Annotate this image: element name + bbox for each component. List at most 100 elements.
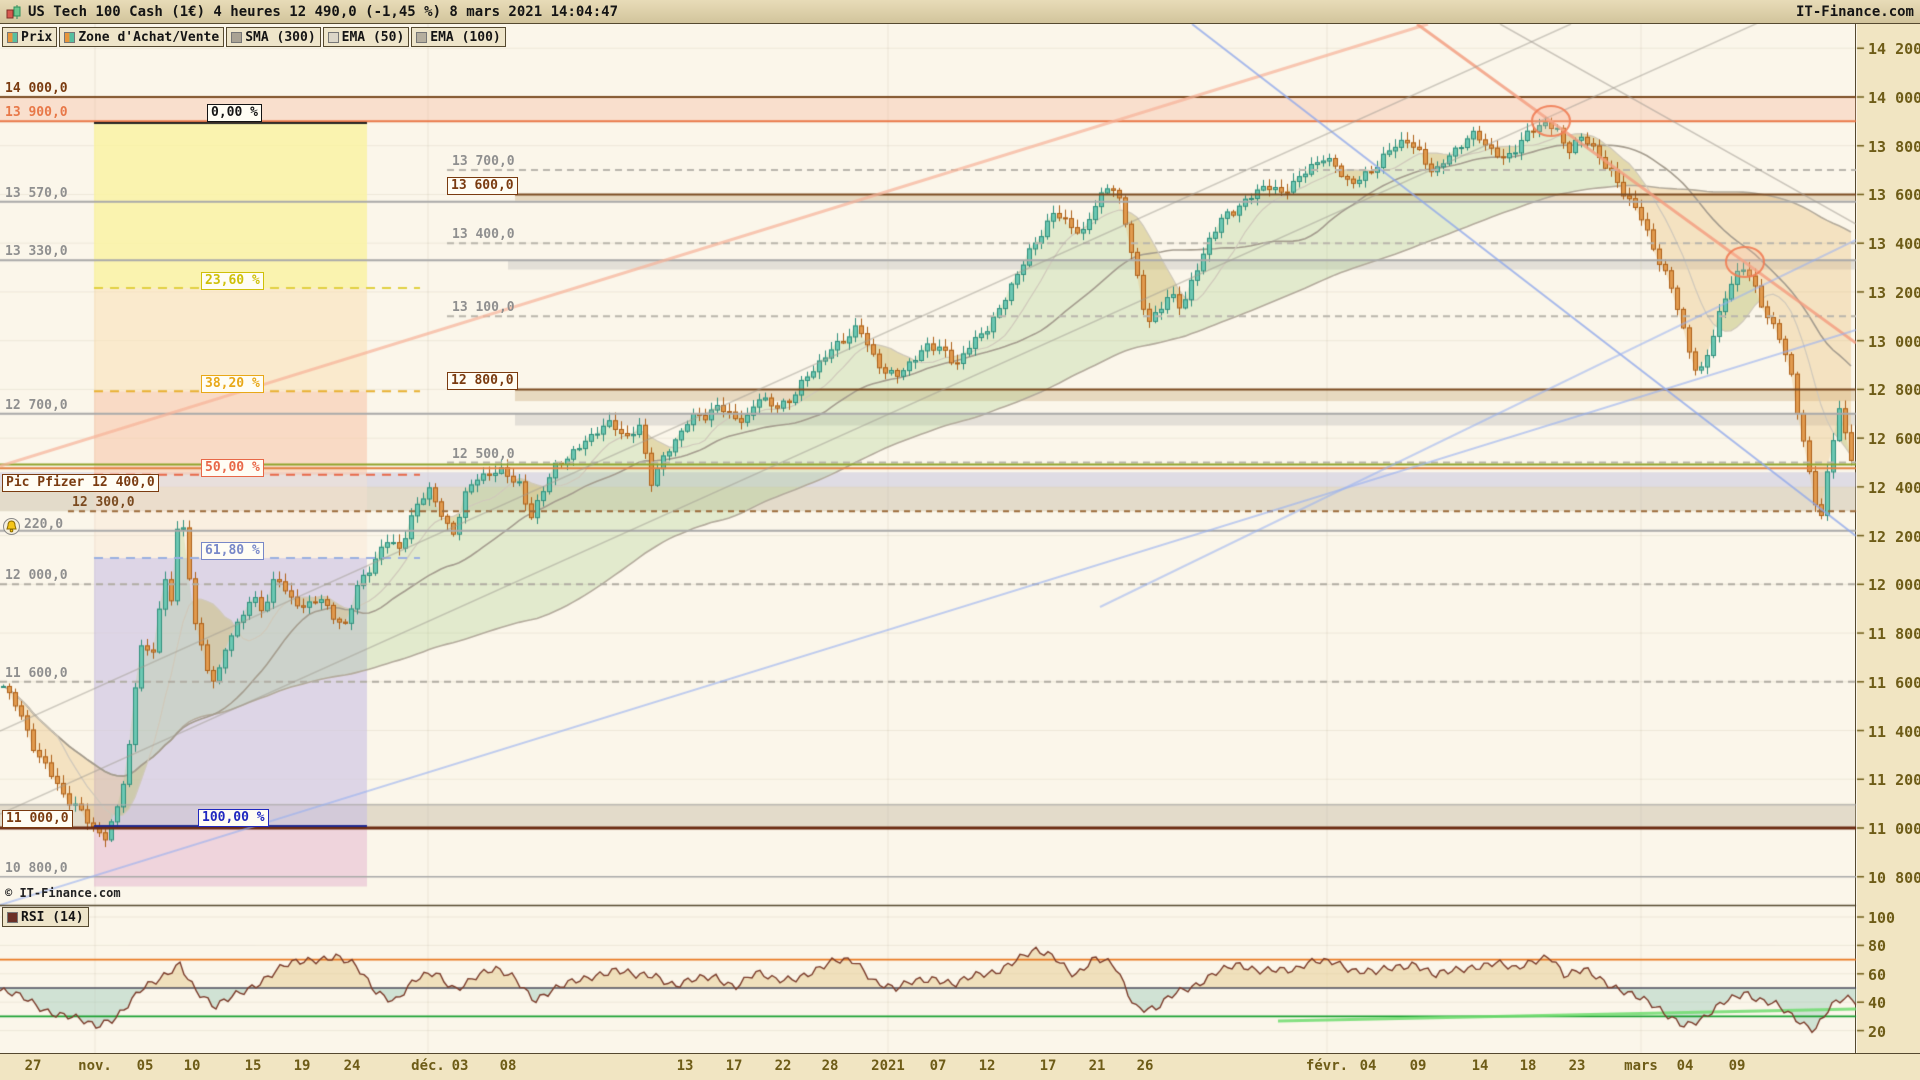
fib-label-0[interactable]: 0,00 % <box>207 104 262 122</box>
mid-label-13700[interactable]: 13 700,0 <box>452 154 515 169</box>
title-bar: US Tech 100 Cash (1€) 4 heures 12 490,0 … <box>0 0 1920 24</box>
mid-label-13600[interactable]: 13 600,0 <box>447 177 518 195</box>
y-axis-label-13600: 13 600 <box>1868 186 1920 204</box>
y-axis-label-14000: 14 000 <box>1868 89 1920 107</box>
x-axis-label-26: mars <box>1624 1058 1658 1074</box>
legend-label: SMA (300) <box>245 29 316 45</box>
y-axis-label-13400: 13 400 <box>1868 235 1920 253</box>
legend-label: EMA (100) <box>430 29 501 45</box>
x-axis-label-27: 04 <box>1676 1058 1694 1074</box>
alert-bell-icon[interactable] <box>3 518 20 535</box>
mid-label-13100[interactable]: 13 100,0 <box>452 300 515 315</box>
x-axis-label-3: 10 <box>183 1058 201 1074</box>
y-axis-label-11000: 11 000 <box>1868 820 1920 838</box>
copyright-text: © IT-Finance.com <box>5 886 121 900</box>
sma-line-icon <box>231 31 243 43</box>
price-label-12700: 12 700,0 <box>5 398 68 413</box>
legend-chip-ema-50[interactable]: EMA (50) <box>322 27 410 47</box>
support-label-11000[interactable]: 11 000,0 <box>2 810 73 828</box>
x-axis-label-16: 12 <box>978 1058 996 1074</box>
legend-chip-rsi[interactable]: RSI (14) <box>2 907 89 927</box>
y-axis-label-13200: 13 200 <box>1868 284 1920 302</box>
y-axis-label-11400: 11 400 <box>1868 723 1920 741</box>
y-axis-label-12200: 12 200 <box>1868 528 1920 546</box>
fib-label-50[interactable]: 50,00 % <box>201 459 264 477</box>
indicator-legend: Prix Zone d'Achat/Vente SMA (300) EMA (5… <box>2 27 506 47</box>
time-axis-panel[interactable] <box>0 1053 1920 1080</box>
x-axis-label-17: 17 <box>1039 1058 1057 1074</box>
x-axis-label-14: 2021 <box>871 1058 905 1074</box>
fib-label-100[interactable]: 100,00 % <box>198 809 269 827</box>
buy-sell-zone-icon <box>64 31 76 43</box>
chart-title: US Tech 100 Cash (1€) 4 heures 12 490,0 … <box>28 3 619 20</box>
x-axis-label-10: 13 <box>676 1058 694 1074</box>
price-label-12000: 12 000,0 <box>5 568 68 583</box>
y-axis-label-10800: 10 800 <box>1868 869 1920 887</box>
price-label-11600: 11 600,0 <box>5 666 68 681</box>
x-axis-label-25: 23 <box>1568 1058 1586 1074</box>
rsi-axis-label-80: 80 <box>1868 937 1887 955</box>
alert-price-label[interactable]: 220,0 <box>24 517 64 532</box>
legend-label: Zone d'Achat/Vente <box>78 29 220 45</box>
y-axis-label-12600: 12 600 <box>1868 430 1920 448</box>
x-axis-label-12: 22 <box>774 1058 792 1074</box>
price-label-10800: 10 800,0 <box>5 861 68 876</box>
ema50-line-icon <box>327 31 339 43</box>
x-axis-label-24: 18 <box>1519 1058 1537 1074</box>
x-axis-label-23: 14 <box>1471 1058 1489 1074</box>
legend-chip-prix[interactable]: Prix <box>2 27 58 47</box>
x-axis-label-0: 27 <box>24 1058 42 1074</box>
x-axis-label-18: 21 <box>1088 1058 1106 1074</box>
price-label-12300[interactable]: 12 300,0 <box>72 495 135 510</box>
rsi-axis-label-20: 20 <box>1868 1023 1887 1041</box>
x-axis-label-1: nov. <box>78 1058 112 1074</box>
legend-chip-ema-100[interactable]: EMA (100) <box>411 27 506 47</box>
fib-label-236[interactable]: 23,60 % <box>201 272 264 290</box>
y-axis-label-12000: 12 000 <box>1868 576 1920 594</box>
y-axis-label-13000: 13 000 <box>1868 333 1920 351</box>
y-axis-label-11800: 11 800 <box>1868 625 1920 643</box>
y-axis-label-12800: 12 800 <box>1868 381 1920 399</box>
x-axis-label-13: 28 <box>821 1058 839 1074</box>
y-axis-label-13800: 13 800 <box>1868 138 1920 156</box>
legend-label: RSI (14) <box>21 909 84 925</box>
rsi-axis-label-60: 60 <box>1868 966 1887 984</box>
mid-label-12800[interactable]: 12 800,0 <box>447 372 518 390</box>
x-axis-label-2: 05 <box>136 1058 154 1074</box>
fib-label-382[interactable]: 38,20 % <box>201 375 264 393</box>
x-axis-label-22: 09 <box>1409 1058 1427 1074</box>
legend-chip-sma-300[interactable]: SMA (300) <box>226 27 321 47</box>
fib-label-618[interactable]: 61,80 % <box>201 542 264 560</box>
x-axis-label-6: 24 <box>343 1058 361 1074</box>
x-axis-label-11: 17 <box>725 1058 743 1074</box>
x-axis-label-19: 26 <box>1136 1058 1154 1074</box>
instrument-candle-icon <box>6 4 21 19</box>
x-axis-label-5: 19 <box>293 1058 311 1074</box>
x-axis-label-20: févr. <box>1305 1058 1349 1074</box>
x-axis-label-8: 03 <box>451 1058 469 1074</box>
y-axis-label-14200: 14 200 <box>1868 40 1920 58</box>
legend-label: Prix <box>21 29 53 45</box>
x-axis-label-7: déc. <box>411 1058 445 1074</box>
legend-chip-zone-achat-vente[interactable]: Zone d'Achat/Vente <box>59 27 225 47</box>
brand-link[interactable]: IT-Finance.com <box>1795 3 1914 20</box>
legend-label: EMA (50) <box>341 29 405 45</box>
pic-pfizer-label[interactable]: Pic Pfizer 12 400,0 <box>2 474 159 492</box>
price-label-14000: 14 000,0 <box>5 81 68 96</box>
ema100-line-icon <box>416 31 428 43</box>
price-label-13330: 13 330,0 <box>5 244 68 259</box>
mid-label-13400[interactable]: 13 400,0 <box>452 227 515 242</box>
x-axis-label-4: 15 <box>244 1058 262 1074</box>
x-axis-label-9: 08 <box>499 1058 517 1074</box>
rsi-axis-label-100: 100 <box>1868 909 1896 927</box>
mid-label-12500[interactable]: 12 500,0 <box>452 447 515 462</box>
x-axis-label-21: 04 <box>1359 1058 1377 1074</box>
x-axis-label-28: 09 <box>1728 1058 1746 1074</box>
price-label-13570: 13 570,0 <box>5 186 68 201</box>
y-axis-label-12400: 12 400 <box>1868 479 1920 497</box>
rsi-line-icon <box>7 911 18 923</box>
y-axis-label-11200: 11 200 <box>1868 771 1920 789</box>
x-axis-label-15: 07 <box>929 1058 947 1074</box>
